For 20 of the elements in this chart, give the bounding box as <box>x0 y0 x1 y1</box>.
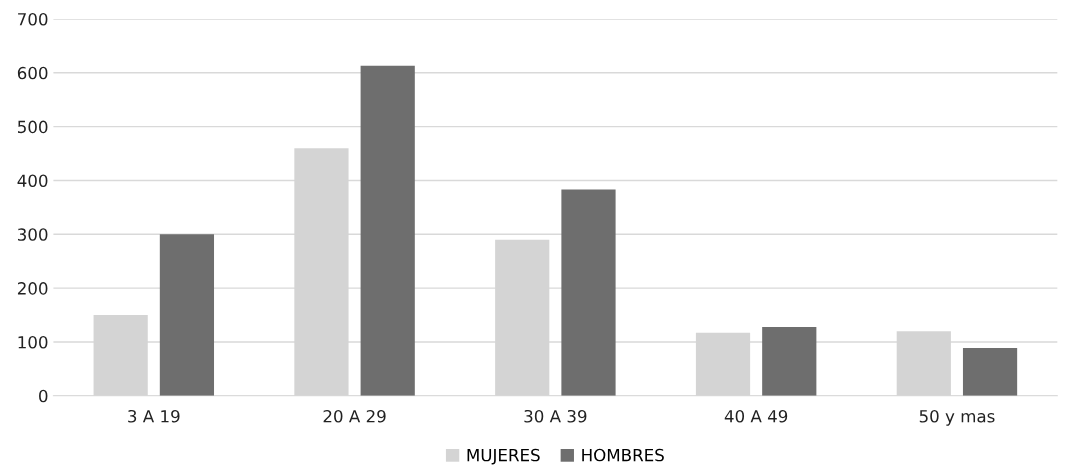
x-tick-label: 30 A 39 <box>524 409 587 423</box>
y-tick-label: 300 <box>18 228 48 241</box>
bar <box>360 65 415 396</box>
bar <box>159 234 215 396</box>
y-tick-label: 700 <box>18 12 48 26</box>
legend-label: HOMBRES <box>582 448 664 462</box>
y-tick-label: 100 <box>18 335 48 349</box>
legend-label: MUJERES <box>467 448 540 465</box>
bar <box>762 326 817 396</box>
y-tick-label: 200 <box>17 282 48 295</box>
bar <box>561 189 616 396</box>
x-tick-label: 40 A 49 <box>724 409 788 423</box>
x-tick-label: 50 y mas <box>919 409 995 426</box>
x-tick-label: 3 A 19 <box>128 409 180 423</box>
x-tick-label: 20 A 29 <box>323 409 386 423</box>
bar <box>962 347 1018 396</box>
y-tick-label: 400 <box>17 174 48 188</box>
y-tick-label: 500 <box>18 120 48 134</box>
y-tick-label: 0 <box>39 389 48 403</box>
y-tick-label: 600 <box>17 66 48 80</box>
